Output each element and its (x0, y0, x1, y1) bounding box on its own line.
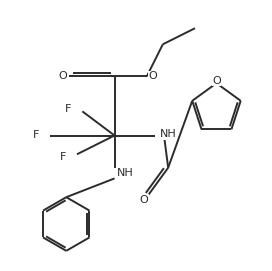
Text: NH: NH (117, 168, 134, 178)
Text: F: F (33, 131, 39, 140)
Text: O: O (212, 76, 221, 86)
Text: NH: NH (160, 129, 177, 139)
Text: O: O (148, 72, 157, 82)
Text: F: F (60, 152, 66, 162)
Text: O: O (140, 195, 149, 205)
Text: O: O (59, 72, 68, 82)
Text: F: F (65, 104, 72, 114)
